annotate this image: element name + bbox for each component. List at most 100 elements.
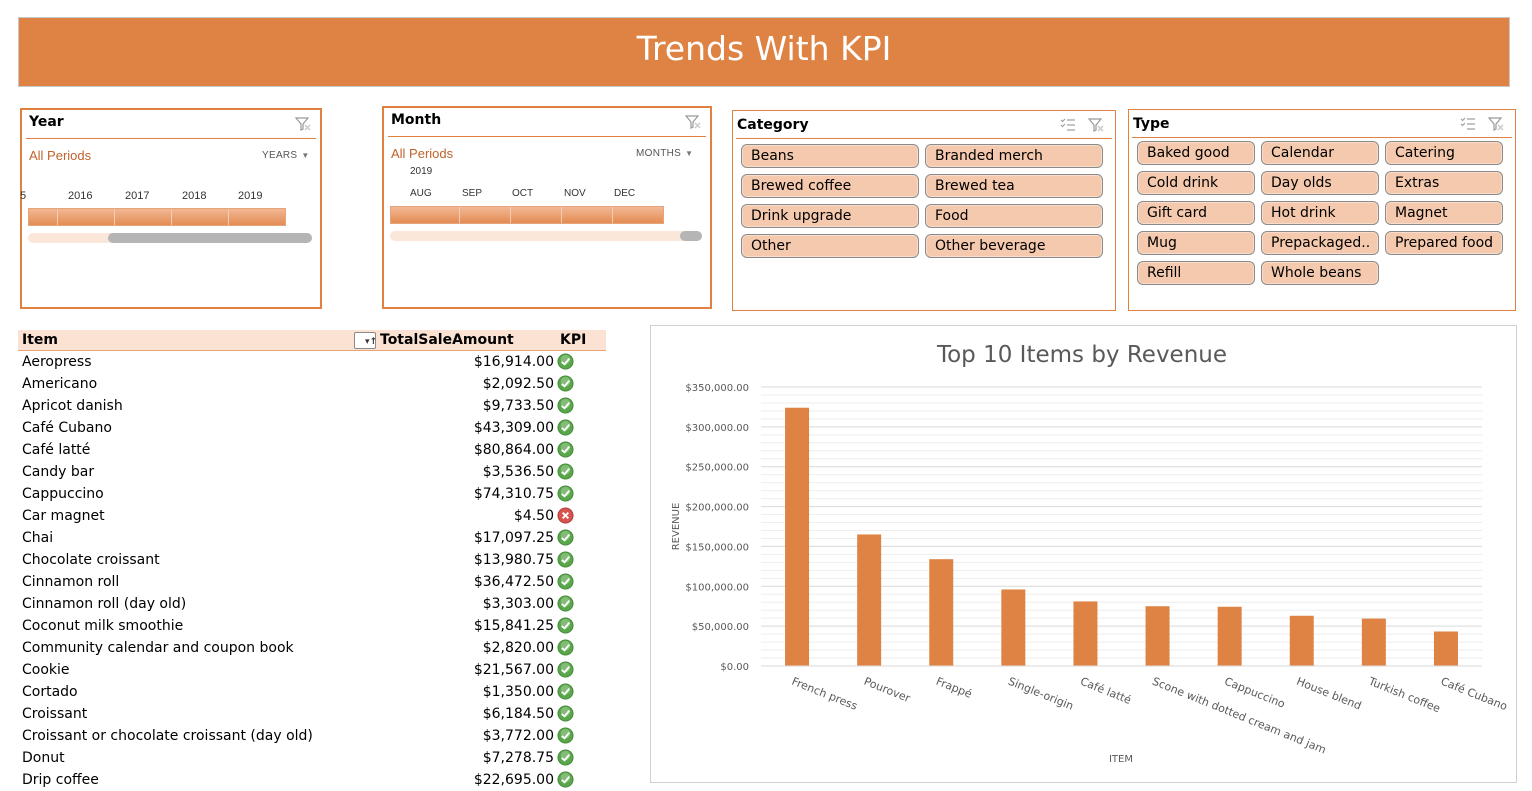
category-slicer[interactable]: Category Beans Branded merch Brewed coffee…: [732, 110, 1116, 311]
category-option[interactable]: Other: [741, 234, 919, 258]
category-option[interactable]: Food: [925, 204, 1103, 228]
type-option[interactable]: Mug: [1137, 231, 1255, 255]
item-cell: Coconut milk smoothie: [22, 618, 184, 634]
year-scrollbar-thumb[interactable]: [108, 233, 312, 243]
x-tick-label: House blend: [1295, 675, 1364, 713]
bar-7[interactable]: [1217, 606, 1242, 666]
sort-dropdown-icon: ▾↑: [365, 337, 378, 347]
amount-cell: $3,303.00: [482, 596, 554, 612]
month-year-label: 2019: [410, 166, 433, 177]
top10-revenue-chart[interactable]: Top 10 Items by Revenue $0.00 $50,000.00 $1…: [650, 325, 1517, 783]
type-option[interactable]: Whole beans: [1261, 261, 1379, 285]
item-cell: Cappuccino: [22, 486, 104, 502]
table-row: Car magnet $4.50: [18, 505, 606, 527]
clear-filter-icon[interactable]: [1487, 116, 1505, 132]
kpi-check-icon: [557, 727, 574, 744]
amount-cell: $21,567.00: [473, 662, 554, 678]
type-option[interactable]: Gift card: [1137, 201, 1255, 225]
type-option[interactable]: Prepackaged..: [1261, 231, 1379, 255]
year-tick-label: 2017: [125, 190, 150, 202]
year-level-dropdown[interactable]: YEARS ▼: [262, 150, 310, 161]
type-option[interactable]: Day olds: [1261, 171, 1379, 195]
type-option[interactable]: Calendar: [1261, 141, 1379, 165]
bar-3[interactable]: [929, 559, 954, 666]
amount-cell: $7,278.75: [482, 750, 554, 766]
item-cell: Aeropress: [22, 354, 92, 370]
month-timeline-slicer[interactable]: Month All Periods MONTHS ▼ 2019 AUG SEP OCT…: [382, 106, 712, 309]
y-tick-label: $100,000.00: [685, 582, 749, 593]
clear-filter-icon[interactable]: [684, 114, 702, 130]
sort-filter-button[interactable]: ▾↑: [354, 332, 378, 349]
type-option[interactable]: Extras: [1385, 171, 1503, 195]
bar-9[interactable]: [1361, 618, 1386, 666]
item-cell: Café latté: [22, 442, 91, 458]
table-row: Croissant $6,184.50: [18, 703, 606, 725]
bar-10[interactable]: [1433, 631, 1458, 666]
type-option[interactable]: Prepared food: [1385, 231, 1503, 255]
item-cell: Cookie: [22, 662, 70, 678]
multi-select-icon[interactable]: [1059, 117, 1077, 133]
kpi-check-icon: [557, 397, 574, 414]
category-option[interactable]: Other beverage: [925, 234, 1103, 258]
item-cell: Apricot danish: [22, 398, 123, 414]
amount-cell: $17,097.25: [473, 530, 554, 546]
kpi-check-icon: [557, 749, 574, 766]
month-scrollbar-thumb[interactable]: [680, 231, 702, 241]
month-timeline-band[interactable]: [390, 206, 664, 224]
clear-filter-icon[interactable]: [1087, 117, 1105, 133]
month-tick-label: SEP: [462, 188, 483, 199]
type-option[interactable]: Baked good: [1137, 141, 1255, 165]
kpi-check-icon: [557, 771, 574, 788]
type-option[interactable]: Refill: [1137, 261, 1255, 285]
table-row: Cookie $21,567.00: [18, 659, 606, 681]
x-tick-label: Turkish coffee: [1366, 674, 1443, 715]
kpi-check-icon: [557, 551, 574, 568]
kpi-check-icon: [557, 573, 574, 590]
amount-cell: $2,820.00: [482, 640, 554, 656]
type-slicer[interactable]: Type Baked good Calendar Catering Cold drin…: [1128, 109, 1516, 311]
month-scrollbar-track[interactable]: [390, 231, 702, 241]
category-option[interactable]: Branded merch: [925, 144, 1103, 168]
year-timeline-band[interactable]: [28, 208, 286, 226]
item-cell: Chocolate croissant: [22, 552, 160, 568]
bar-2[interactable]: [857, 534, 882, 666]
bar-5[interactable]: [1073, 601, 1098, 666]
table-row: Café latté $80,864.00: [18, 439, 606, 461]
item-cell: Chai: [22, 530, 54, 546]
sales-pivot-table: Item ▾↑ TotalSaleAmount KPI Aeropress $16…: [18, 330, 606, 791]
y-tick-label: $350,000.00: [685, 383, 749, 394]
category-option[interactable]: Brewed tea: [925, 174, 1103, 198]
year-slicer-title: Year: [29, 114, 64, 130]
item-cell: Candy bar: [22, 464, 95, 480]
type-option[interactable]: Catering: [1385, 141, 1503, 165]
category-option[interactable]: Beans: [741, 144, 919, 168]
year-tick-label: 2018: [182, 190, 207, 202]
type-option[interactable]: Magnet: [1385, 201, 1503, 225]
kpi-check-icon: [557, 617, 574, 634]
chevron-down-icon: ▼: [301, 151, 310, 160]
category-option[interactable]: Brewed coffee: [741, 174, 919, 198]
amount-cell: $15,841.25: [473, 618, 554, 634]
type-option[interactable]: Cold drink: [1137, 171, 1255, 195]
table-row: Chai $17,097.25: [18, 527, 606, 549]
kpi-check-icon: [557, 441, 574, 458]
bar-1[interactable]: [785, 407, 810, 666]
year-timeline-slicer[interactable]: Year All Periods YEARS ▼ 5 2016 2017 2018 201…: [20, 108, 322, 309]
kpi-check-icon: [557, 485, 574, 502]
category-option[interactable]: Drink upgrade: [741, 204, 919, 228]
clear-filter-icon[interactable]: [294, 116, 312, 132]
month-level-dropdown[interactable]: MONTHS ▼: [636, 148, 693, 159]
bar-8[interactable]: [1289, 615, 1314, 666]
x-tick-label: Café latté: [1078, 675, 1133, 707]
amount-cell: $43,309.00: [473, 420, 554, 436]
bar-4[interactable]: [1001, 589, 1026, 666]
amount-cell: $13,980.75: [473, 552, 554, 568]
amount-cell: $2,092.50: [482, 376, 554, 392]
y-tick-label: $0.00: [720, 662, 749, 673]
bar-6[interactable]: [1145, 606, 1170, 666]
category-slicer-title: Category: [737, 117, 809, 133]
multi-select-icon[interactable]: [1459, 116, 1477, 132]
type-option[interactable]: Hot drink: [1261, 201, 1379, 225]
item-cell: Café Cubano: [22, 420, 112, 436]
kpi-check-icon: [557, 705, 574, 722]
